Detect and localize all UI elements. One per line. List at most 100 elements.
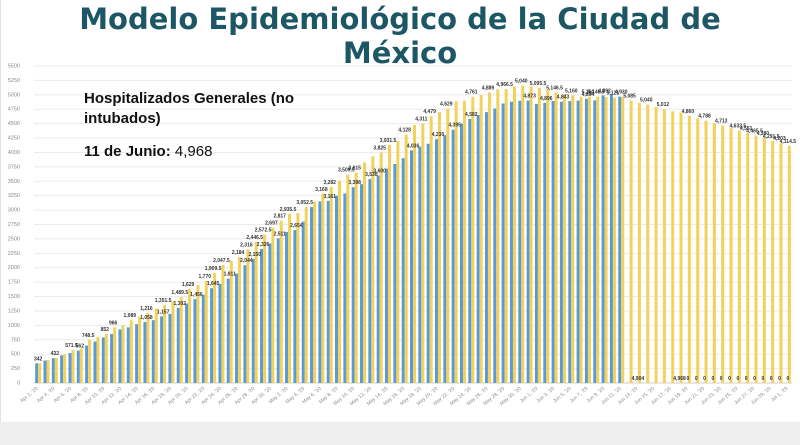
bar-model — [454, 101, 458, 383]
data-label-zero: 0 — [728, 376, 731, 382]
bar-model — [462, 100, 466, 383]
data-label: 4,311 — [415, 117, 427, 123]
bar-model — [413, 124, 416, 383]
data-label: 1,645 — [207, 281, 220, 287]
bar-model — [88, 339, 92, 383]
y-tick-label: 2250 — [8, 251, 20, 257]
y-tick-label: 3250 — [8, 193, 20, 199]
bar-model — [296, 212, 300, 383]
bottom-band — [0, 422, 800, 445]
bar-model — [654, 107, 658, 383]
bar-model — [321, 193, 325, 383]
data-label: 3,509.5 — [338, 168, 355, 174]
bar-model — [604, 97, 608, 384]
data-label: 1,629 — [182, 282, 195, 288]
data-label: 3,168 — [315, 187, 328, 193]
bar-model — [721, 125, 725, 383]
data-label: 4,551 — [740, 126, 753, 132]
data-label: 342 — [34, 356, 43, 362]
data-label: 5,146.5 — [588, 90, 605, 96]
data-label: 3,161 — [323, 194, 336, 200]
bar-observed — [343, 193, 347, 383]
data-label: 4,968 — [673, 376, 686, 382]
bar-model — [646, 104, 650, 383]
data-label: 3,615 — [348, 166, 361, 172]
bar-model — [596, 96, 600, 384]
bar-observed — [526, 100, 530, 383]
bar-model — [238, 257, 242, 383]
bar-observed — [135, 324, 139, 383]
y-tick-label: 2750 — [8, 222, 20, 228]
data-label: 4,479 — [423, 109, 436, 115]
data-label: 2,446.5 — [246, 235, 263, 241]
y-tick-label: 4250 — [8, 136, 20, 142]
data-label: 2,817 — [273, 214, 286, 220]
bar-model — [679, 112, 683, 383]
data-label: 2,184 — [232, 250, 245, 256]
bar-model — [204, 280, 208, 383]
bar-model — [288, 213, 292, 383]
bar-model — [63, 354, 67, 383]
bar-observed — [93, 341, 97, 383]
y-tick-label: 1250 — [8, 308, 20, 314]
bar-observed — [509, 101, 513, 383]
data-label: 1,770 — [199, 274, 212, 280]
data-label: 4,465.5 — [746, 129, 763, 135]
bar-model — [562, 94, 566, 383]
bar-model — [479, 94, 483, 384]
y-tick-label: 1000 — [8, 323, 20, 329]
bar-model — [737, 130, 741, 383]
bar-model — [629, 100, 633, 383]
bar-observed — [426, 143, 430, 383]
x-tick-label: Jul 1, '20 — [770, 386, 789, 404]
data-label: 4,930 — [615, 90, 628, 96]
bar-observed — [60, 355, 64, 383]
bar-observed — [260, 248, 264, 383]
data-label: 4,860 — [682, 109, 695, 115]
page-title-line-2: México — [342, 36, 458, 70]
bar-model — [213, 272, 217, 383]
data-label: 966 — [109, 320, 118, 326]
data-label-zero: 0 — [753, 376, 756, 382]
bar-observed — [310, 207, 314, 383]
bar-model — [687, 115, 691, 384]
bar-model — [371, 156, 375, 383]
data-label: 4,291.5 — [763, 134, 780, 140]
bar-model — [354, 172, 358, 383]
data-label: 5,040 — [515, 79, 528, 85]
data-label: 432 — [51, 351, 60, 357]
bar-model — [421, 123, 425, 384]
data-label: 3,052.5 — [296, 200, 313, 206]
data-label: 4,966.5 — [496, 82, 513, 88]
data-label: 2,572.5 — [255, 228, 272, 234]
bar-observed — [268, 243, 272, 383]
data-label: 1,302 — [174, 301, 187, 307]
chart-bars — [35, 85, 791, 384]
bar-observed — [376, 175, 380, 383]
data-label: 5,040 — [640, 98, 653, 104]
bar-observed — [501, 103, 505, 384]
bar-observed — [118, 329, 122, 383]
y-tick-label: 5250 — [8, 78, 20, 84]
bar-observed — [85, 345, 89, 383]
bar-model — [54, 358, 58, 383]
data-label: 4,380 — [757, 131, 770, 137]
bar-model — [621, 96, 625, 384]
bar-observed — [151, 320, 155, 383]
data-label: 2,047.5 — [213, 258, 230, 264]
bar-model — [704, 120, 708, 384]
data-label: 4,128 — [398, 128, 411, 134]
bar-observed — [401, 158, 405, 383]
data-label: 4,788 — [698, 114, 711, 120]
bar-model — [71, 350, 75, 383]
bar-observed — [360, 184, 364, 383]
bar-observed — [326, 200, 330, 383]
bar-observed — [543, 102, 547, 384]
bar-model — [612, 97, 616, 383]
bar-observed — [160, 316, 164, 383]
bar-observed — [609, 94, 613, 383]
page-title: Modelo Epidemiológico de la Ciudad de Mé… — [0, 2, 800, 70]
bar-model — [329, 187, 333, 383]
bar-model — [346, 174, 350, 383]
